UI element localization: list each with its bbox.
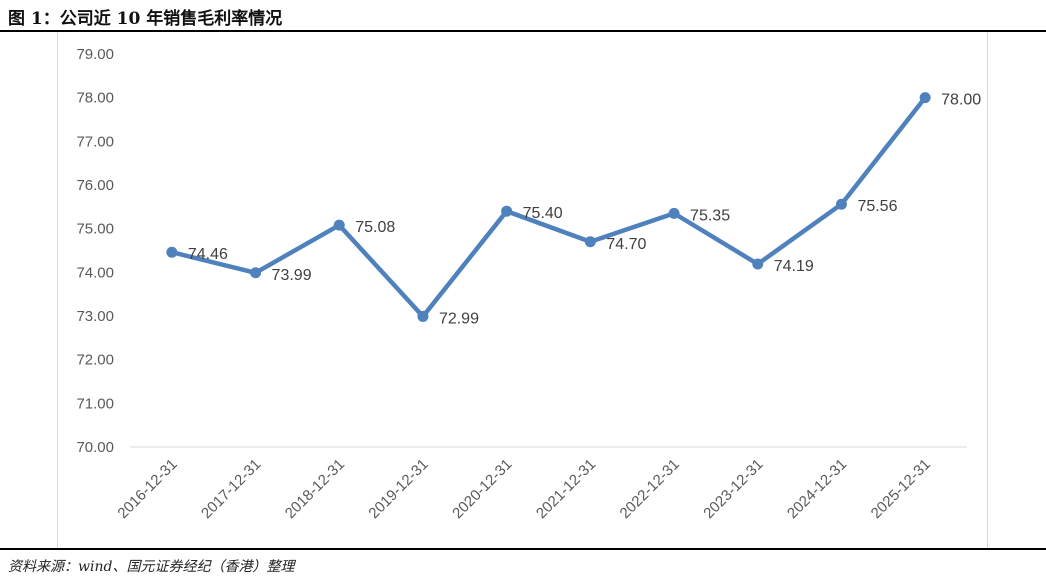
- data-point: [501, 205, 513, 217]
- x-tick-label: 2016-12-31: [114, 456, 180, 522]
- data-point: [668, 207, 680, 219]
- data-point: [166, 246, 178, 258]
- data-point: [752, 258, 764, 270]
- data-label: 73.99: [272, 267, 312, 284]
- data-label: 75.56: [857, 198, 897, 215]
- x-tick-label: 2021-12-31: [533, 456, 599, 522]
- data-label: 74.70: [606, 236, 646, 253]
- x-tick-label: 2018-12-31: [282, 456, 348, 522]
- x-tick-label: 2023-12-31: [700, 456, 766, 522]
- top-rule: [0, 30, 1046, 32]
- y-tick-label: 70.00: [76, 439, 114, 456]
- y-tick-label: 79.00: [76, 46, 114, 63]
- data-point: [333, 219, 345, 231]
- data-label: 75.35: [690, 207, 730, 224]
- data-point: [835, 198, 847, 210]
- data-label: 74.19: [774, 258, 814, 275]
- data-label: 78.00: [941, 92, 981, 109]
- data-point: [919, 92, 931, 104]
- x-tick-label: 2025-12-31: [868, 456, 934, 522]
- data-label: 75.08: [355, 219, 395, 236]
- data-label: 72.99: [439, 310, 479, 327]
- x-tick-label: 2022-12-31: [617, 456, 683, 522]
- x-tick-label: 2019-12-31: [365, 456, 431, 522]
- y-tick-label: 75.00: [76, 221, 114, 238]
- y-tick-label: 72.00: [76, 352, 114, 369]
- x-tick-label: 2020-12-31: [449, 456, 515, 522]
- data-point: [417, 310, 429, 322]
- line-chart: 70.00 71.00 72.00 73.00 74.00 75.00 76.00 77.00…: [76, 46, 981, 522]
- y-tick-label: 76.00: [76, 177, 114, 194]
- data-label: 75.40: [523, 205, 563, 222]
- y-tick-label: 71.00: [76, 395, 114, 412]
- y-tick-label: 77.00: [76, 133, 114, 150]
- y-tick-label: 78.00: [76, 90, 114, 107]
- data-label: 74.46: [188, 246, 228, 263]
- figure-title: 图 1：公司近 10 年销售毛利率情况: [8, 9, 283, 29]
- series-line: [169, 95, 928, 319]
- data-point: [584, 236, 596, 248]
- bottom-rule: [0, 548, 1046, 550]
- y-tick-label: 74.00: [76, 264, 114, 281]
- chart-frame: [57, 32, 988, 548]
- data-point: [250, 267, 262, 279]
- source-note: 资料来源：wind、国元证券经纪（香港）整理: [8, 559, 295, 575]
- y-tick-label: 73.00: [76, 308, 114, 325]
- x-tick-label: 2024-12-31: [784, 456, 850, 522]
- x-tick-label: 2017-12-31: [198, 456, 264, 522]
